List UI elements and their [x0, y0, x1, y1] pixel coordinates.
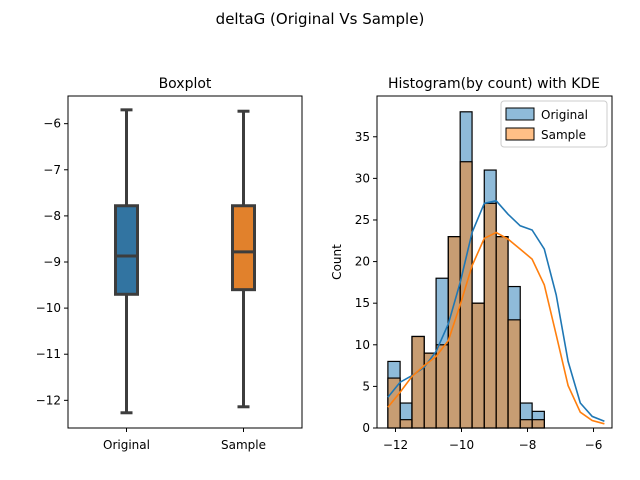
x-tick-label: Sample	[221, 438, 266, 452]
kde-line-sample	[387, 231, 605, 425]
y-tick-label: −9	[43, 255, 61, 269]
y-tick-label: −6	[43, 117, 61, 131]
histogram-plot-area	[387, 111, 605, 429]
histogram-bar-sample	[519, 419, 533, 429]
y-tick-label: 35	[355, 130, 370, 144]
legend-label: Original	[541, 108, 588, 122]
y-tick-label: −10	[36, 301, 61, 315]
histogram-bar-sample	[495, 236, 509, 429]
y-tick-label: 20	[355, 255, 370, 269]
histogram-x-axis: −12 −10 −8 −6	[383, 428, 603, 452]
x-tick-label: −8	[519, 438, 537, 452]
histogram-bar-sample	[531, 419, 545, 429]
kde-line-original	[387, 199, 605, 423]
histogram-y-axis-label: Count	[330, 244, 344, 280]
y-tick-label: −7	[43, 163, 61, 177]
y-tick-label: 0	[362, 421, 370, 435]
histogram-bar-sample	[435, 344, 449, 429]
y-tick-label: −11	[36, 347, 61, 361]
x-tick-label: −12	[383, 438, 408, 452]
legend-swatch-original	[505, 107, 535, 121]
figure-title: deltaG (Original Vs Sample)	[216, 10, 425, 28]
y-tick-label: 30	[355, 171, 370, 185]
histogram-y-axis: 0 5 10 15 20 25 30 35	[355, 130, 377, 435]
box-iqr	[114, 204, 139, 296]
boxplot-y-axis: −12 −11 −10 −9 −8 −7 −6	[36, 117, 68, 407]
histogram-title: Histogram(by count) with KDE	[388, 76, 600, 92]
boxplot-x-axis: Original Sample	[103, 428, 266, 452]
y-tick-label: 15	[355, 296, 370, 310]
legend-swatch-sample	[505, 127, 535, 141]
legend-label: Sample	[541, 128, 586, 142]
boxplot-frame	[67, 95, 303, 429]
histogram-panel: Histogram(by count) with KDE 0 5 10 15 20 25 3…	[330, 76, 613, 452]
y-tick-label: −8	[43, 209, 61, 223]
histogram-bar-sample	[399, 419, 413, 429]
histogram-bar-sample	[447, 236, 461, 429]
histogram-bar-sample	[411, 335, 425, 429]
x-tick-label: −10	[449, 438, 474, 452]
boxplot-title: Boxplot	[159, 76, 212, 92]
boxplot-panel: Boxplot −12 −11 −10 −9 −8 −7 −6 Original Sample	[36, 76, 303, 452]
boxplot-plot-area	[114, 108, 256, 415]
box-iqr	[231, 204, 256, 292]
y-tick-label: 5	[362, 379, 370, 393]
histogram-legend: Original Sample	[500, 100, 608, 148]
y-tick-label: −12	[36, 393, 61, 407]
x-tick-label: Original	[103, 438, 150, 452]
x-tick-label: −6	[585, 438, 603, 452]
histogram-bar-sample	[507, 319, 521, 429]
y-tick-label: 25	[355, 213, 370, 227]
histogram-bar-sample	[459, 161, 473, 429]
y-tick-label: 10	[355, 338, 370, 352]
histogram-bar-sample	[471, 302, 485, 429]
